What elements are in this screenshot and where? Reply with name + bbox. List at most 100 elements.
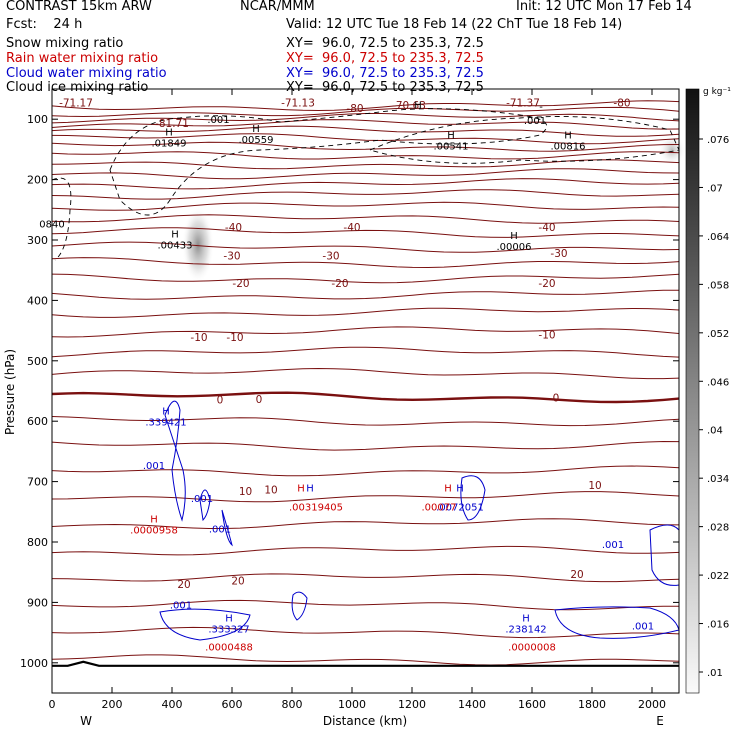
- isotherm-line: [51, 518, 680, 529]
- isotherm-line: [51, 189, 680, 200]
- extremum-label: .0072051: [436, 503, 484, 514]
- isotherm-label: -71.17: [59, 98, 93, 110]
- isotherm-label: 20: [231, 575, 244, 587]
- x-tick-label: 0: [49, 698, 56, 711]
- terrain-line: [52, 660, 679, 667]
- colorbar-tick-label: .028: [707, 523, 729, 534]
- isotherm-line: [51, 289, 680, 300]
- field-xy-snow: XY= 96.0, 72.5 to 235.3, 72.5: [286, 36, 484, 51]
- colorbar: [685, 88, 700, 694]
- colorbar-tick-label: .034: [707, 474, 729, 485]
- cloud-water-contour: [460, 475, 486, 521]
- isotherm-label: -40: [225, 222, 242, 234]
- isotherm-label: -71.13: [281, 98, 315, 110]
- isotherm-line: [51, 159, 680, 170]
- y-tick-label: 800: [27, 536, 48, 549]
- x-tick-label: 200: [102, 698, 123, 711]
- y-tick-label: 100: [27, 113, 48, 126]
- isotherm-label: -10: [190, 332, 207, 344]
- extremum-label: H .00559: [239, 124, 274, 146]
- isotherm-line: [51, 545, 680, 556]
- isotherm-label: 0: [256, 394, 263, 406]
- colorbar-tick-label: .016: [707, 620, 729, 631]
- model-title: CONTRAST 15km ARW: [6, 0, 152, 14]
- isotherm-line: [51, 119, 680, 130]
- colorbar-tick-label: .01: [707, 668, 723, 679]
- isotherm-line: [51, 573, 680, 583]
- extremum-label: .0000488: [205, 643, 253, 654]
- extremum-label: .001: [170, 600, 192, 611]
- isotherm-line: [51, 141, 680, 152]
- isotherm-label: 10: [239, 486, 252, 498]
- isotherm-line: [51, 367, 680, 380]
- y-tick-label: 700: [27, 476, 48, 489]
- extremum-label: H .0000958: [130, 515, 178, 537]
- east-marker: E: [656, 714, 664, 728]
- isotherm-line: [51, 307, 680, 318]
- isotherm-label: -20: [538, 278, 555, 290]
- isotherm-label: -71.37: [506, 98, 540, 110]
- cloud-water-contour: [649, 524, 680, 586]
- isotherm-line: [51, 391, 680, 404]
- cloud-water-contour: [221, 509, 233, 547]
- extremum-label: .00077: [422, 503, 457, 514]
- extremum-label: H .00433: [158, 230, 193, 252]
- field-xy-rain: XY= 96.0, 72.5 to 235.3, 72.5: [286, 51, 484, 66]
- y-tick-label: 500: [27, 355, 48, 368]
- cloud-water-contour: [164, 400, 186, 522]
- extremum-label: H .00541: [434, 131, 469, 153]
- isotherm-label: 20: [177, 579, 190, 591]
- extremum-label: -: [539, 102, 543, 113]
- forecast-hour: Fcst: 24 h: [6, 17, 83, 32]
- isotherm-label: -10: [538, 329, 555, 341]
- cloud-water-contour: [291, 591, 308, 621]
- header: CONTRAST 15km ARW Fcst: 24 h NCAR/MMM In…: [0, 0, 740, 100]
- extremum-label: .001: [143, 461, 165, 472]
- y-tick-label: 1000: [20, 657, 48, 670]
- init-time: Init: 12 UTC Mon 17 Feb 14: [516, 0, 692, 14]
- x-tick-label: 1800: [578, 698, 606, 711]
- x-tick-label: 800: [282, 698, 303, 711]
- x-axis-label: Distance (km): [323, 714, 407, 728]
- extremum-label: H: [297, 483, 305, 494]
- extremum-label: H .01849: [152, 128, 187, 150]
- isotherm-line: [51, 100, 680, 112]
- isotherm-label: -70.63: [392, 100, 426, 112]
- isotherm-line: [51, 326, 680, 338]
- y-tick-label: 400: [27, 294, 48, 307]
- extremum-label: .001: [632, 622, 654, 633]
- snow-contour: [109, 108, 548, 216]
- colorbar-tick-label: .058: [707, 280, 729, 291]
- colorbar-tick-label: .04: [707, 426, 723, 437]
- colorbar-unit: g kg⁻¹: [703, 87, 731, 97]
- isotherm-label: -40: [538, 222, 555, 234]
- isotherm-label: -40: [343, 222, 360, 234]
- isotherm-line: [51, 227, 680, 238]
- extremum-label: H .333327: [208, 614, 249, 636]
- snow-contour: [368, 116, 680, 164]
- isotherm-label: 10: [264, 485, 277, 497]
- isotherm-line: [51, 491, 680, 503]
- isotherm-label: 10: [588, 480, 601, 492]
- extremum-label: H .339421: [145, 407, 186, 429]
- isotherm-line: [51, 133, 680, 145]
- x-tick-label: 1400: [458, 698, 486, 711]
- isotherm-label: -20: [331, 278, 348, 290]
- extremum-label: .00319405: [289, 503, 343, 514]
- isotherm-label: -20: [232, 278, 249, 290]
- field-name-snow: Snow mixing ratio: [6, 36, 124, 51]
- isotherm-line: [51, 106, 680, 118]
- isotherm-line: [51, 241, 680, 253]
- colorbar-tick-label: .064: [707, 232, 729, 243]
- isotherm-label: -80: [613, 98, 630, 110]
- x-tick-label: 600: [222, 698, 243, 711]
- cloud-water-contour: [159, 608, 251, 641]
- x-tick-label: 1000: [338, 698, 366, 711]
- isotherm-line: [51, 465, 680, 477]
- isotherm-label: -10: [226, 332, 243, 344]
- extremum-label: H .238142: [505, 614, 546, 636]
- extremum-label: .001: [209, 524, 231, 535]
- x-tick-label: 1200: [398, 698, 426, 711]
- isotherm-line: [51, 151, 680, 160]
